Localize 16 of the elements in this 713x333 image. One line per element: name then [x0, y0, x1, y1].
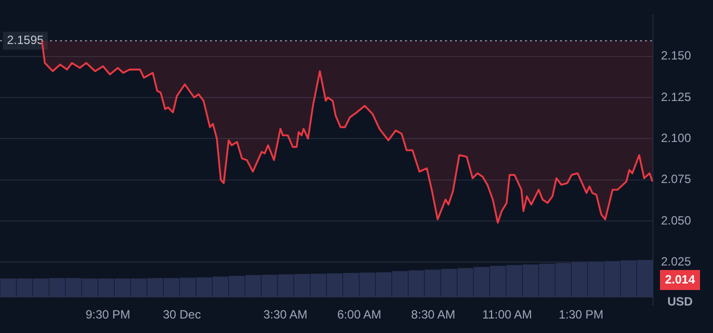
y-tick-label: 2.050	[661, 213, 692, 228]
y-tick-label: 2.150	[661, 48, 692, 63]
y-tick-label: 2.100	[661, 131, 692, 146]
y-tick-label: 2.075	[661, 172, 692, 186]
x-tick-label: 9:30 PM	[86, 308, 130, 322]
x-tick-label: 6:00 AM	[337, 308, 382, 322]
x-tick-label: 8:30 AM	[411, 308, 456, 322]
text: 2.014	[664, 272, 696, 286]
text: USD	[667, 294, 693, 308]
ref-line-label: 2.1595	[7, 33, 44, 48]
x-tick-label: 3:30 AM	[263, 308, 308, 322]
y-tick-label: 2.125	[661, 90, 692, 104]
x-tick-label: 11:00 AM	[482, 308, 532, 322]
x-tick-label: 30 Dec	[162, 308, 201, 322]
x-tick-label: 1:30 PM	[558, 308, 604, 322]
y-tick-label: 2.025	[661, 254, 692, 268]
